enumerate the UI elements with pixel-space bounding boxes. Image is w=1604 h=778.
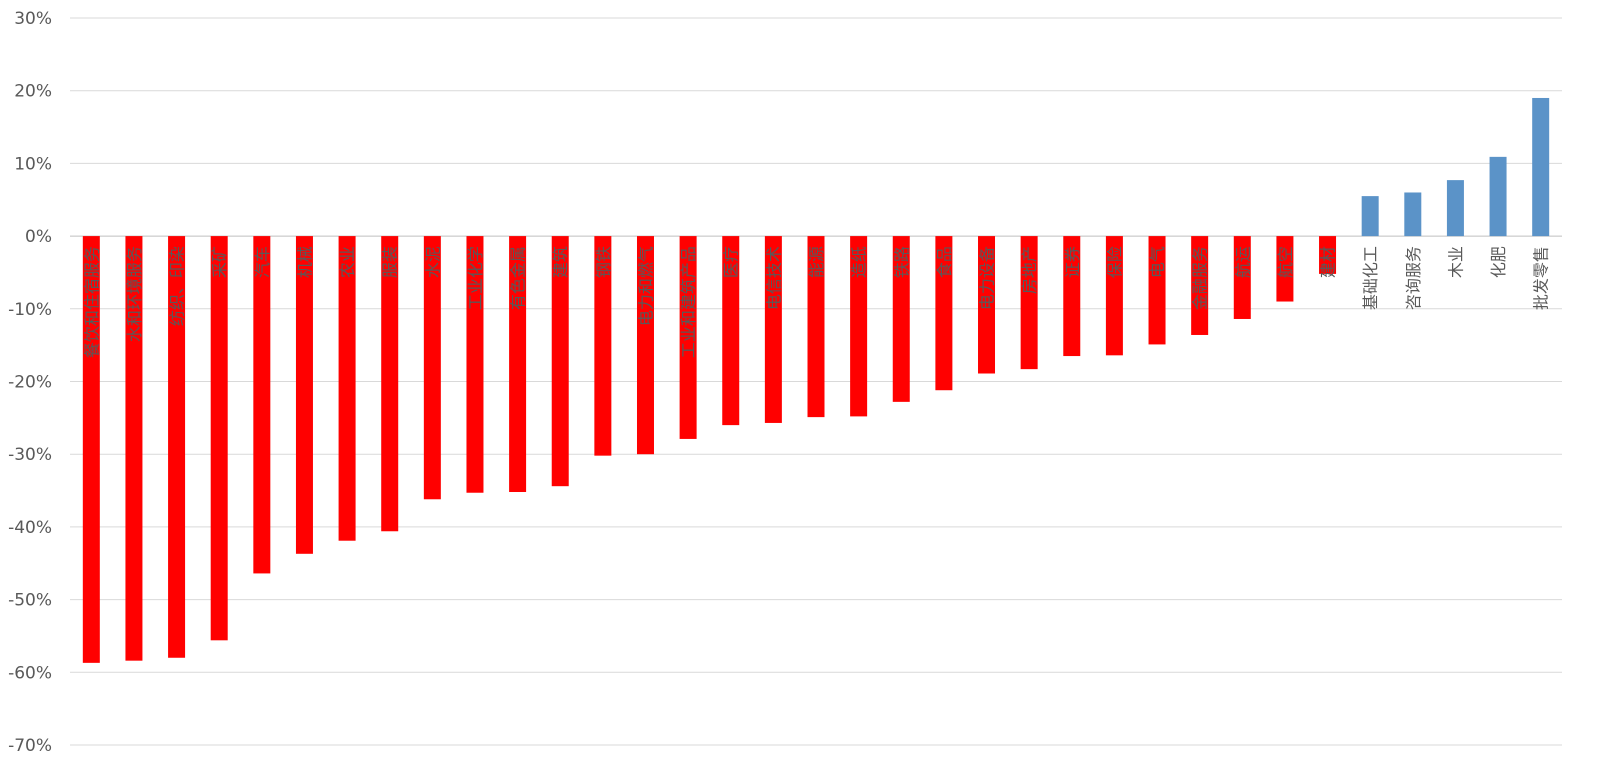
bar — [722, 236, 740, 426]
bar — [1148, 236, 1166, 345]
category-label: 基础化工 — [1361, 246, 1380, 310]
y-tick-label: -50% — [8, 591, 52, 611]
y-tick-label: 30% — [14, 9, 52, 29]
bar — [1191, 236, 1209, 335]
bar — [1233, 236, 1251, 319]
bar — [551, 236, 569, 487]
category-label: 咨询服务 — [1404, 246, 1423, 310]
category-label: 工业和建筑产品 — [679, 246, 698, 358]
category-labels: 餐饮和住宿服务 水和环境服务 纺织、印染 采矿 汽车 机械 农业 服装 水泥 工业化学 有色金属 建筑… — [82, 246, 1550, 358]
bar — [892, 236, 910, 402]
bar — [594, 236, 612, 456]
bar — [1446, 180, 1464, 237]
bars — [82, 97, 1550, 663]
category-label: 水和环境服务 — [125, 246, 144, 342]
category-label: 航空 — [1276, 246, 1295, 278]
category-label: 汽车 — [253, 246, 272, 278]
category-label: 食品 — [935, 246, 954, 278]
bar — [125, 236, 143, 661]
bar — [381, 236, 399, 532]
y-tick-label: 10% — [14, 154, 52, 174]
bar — [1361, 196, 1379, 237]
category-label: 铁路 — [892, 246, 911, 278]
bar — [253, 236, 271, 574]
bar — [636, 236, 654, 455]
category-label: 电力设备 — [978, 246, 997, 310]
category-label: 钢铁 — [594, 246, 613, 278]
category-label: 纺织、印染 — [168, 246, 187, 326]
category-label: 餐饮和住宿服务 — [82, 246, 101, 358]
category-label: 采矿 — [210, 246, 229, 278]
bar — [168, 236, 186, 658]
category-label: 金融服务 — [1191, 246, 1210, 310]
category-label: 农业 — [338, 246, 357, 278]
category-label: 工业化学 — [466, 246, 485, 310]
bar — [82, 236, 100, 663]
bar — [764, 236, 782, 423]
y-tick-label: 0% — [25, 227, 52, 247]
bar — [509, 236, 527, 493]
bar — [1404, 192, 1422, 237]
bar — [295, 236, 313, 554]
y-axis-tick-labels: 30% 20% 10% 0% -10% -20% -30% -40% -50% -60% -70% — [8, 9, 52, 756]
category-label: 化肥 — [1489, 246, 1508, 278]
category-label: 水泥 — [423, 246, 442, 278]
category-label: 保险 — [1105, 246, 1124, 278]
bar — [338, 236, 356, 541]
category-label: 电力和燃气 — [636, 246, 655, 326]
y-tick-label: -10% — [8, 300, 52, 320]
bar — [1532, 97, 1550, 237]
y-tick-label: -20% — [8, 373, 52, 393]
bar — [978, 236, 996, 374]
bar — [807, 236, 825, 418]
bar — [1105, 236, 1123, 356]
y-tick-label: 20% — [14, 82, 52, 102]
category-label: 建筑 — [551, 246, 570, 278]
bar — [1020, 236, 1038, 370]
bar — [1319, 236, 1337, 274]
category-label: 建材 — [1319, 246, 1338, 278]
category-label: 电信技术 — [764, 246, 783, 310]
category-label: 造纸 — [850, 246, 869, 278]
category-label: 证券 — [1063, 246, 1082, 278]
category-label: 航运 — [1233, 246, 1252, 278]
category-label: 木业 — [1446, 246, 1465, 278]
bar — [1276, 236, 1294, 302]
bar — [466, 236, 484, 493]
category-label: 能源 — [807, 246, 826, 278]
category-label: 有色金属 — [509, 246, 528, 310]
bar — [1489, 156, 1507, 237]
category-label: 批发零售 — [1532, 246, 1551, 310]
category-label: 房地产 — [1020, 246, 1039, 294]
bar — [210, 236, 228, 641]
bar — [1063, 236, 1081, 357]
category-label: 服装 — [381, 246, 400, 278]
category-label: 电气 — [1148, 246, 1167, 278]
y-tick-label: -70% — [8, 736, 52, 756]
y-tick-label: -40% — [8, 518, 52, 538]
category-label: 医疗 — [722, 246, 741, 278]
bar — [679, 236, 697, 439]
bar — [850, 236, 868, 417]
bar — [935, 236, 953, 391]
category-label: 机械 — [295, 246, 314, 278]
y-tick-label: -30% — [8, 445, 52, 465]
y-tick-label: -60% — [8, 663, 52, 683]
bar — [423, 236, 441, 500]
